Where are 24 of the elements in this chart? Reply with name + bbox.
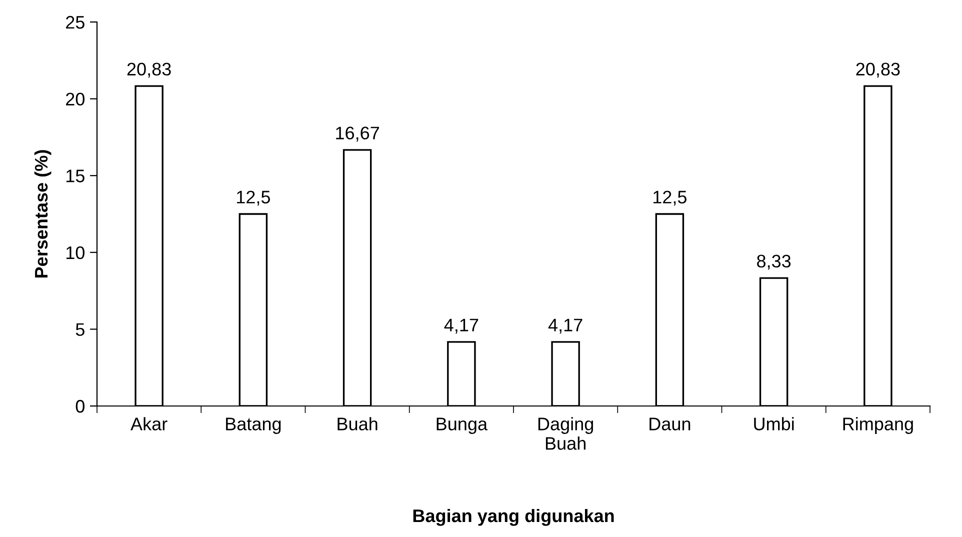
x-tick-label: Daging Buah [538,417,594,450]
x-tick-label: Batang [226,418,281,434]
data-label: 20,83 [127,62,171,78]
y-tick-label: 15 [66,170,84,182]
data-label: 16,67 [336,126,379,142]
y-tick-label: 10 [66,246,84,260]
data-label: 12,5 [653,190,687,206]
x-tick-label: Buah [338,417,378,430]
data-label: 8,33 [757,254,791,270]
y-tick-label: 25 [66,16,84,29]
x-tick-label: Bunga [436,418,488,434]
data-label: 4,17 [444,318,478,334]
y-tick-label: 20 [66,92,84,106]
data-label: 12,5 [236,190,270,206]
x-tick-label: Rimpang [843,417,913,434]
y-axis-title: Persentase (%) [34,150,52,278]
y-tick-label: 5 [76,323,84,336]
x-axis-title: Bagian yang digunakan [413,508,614,526]
x-tick-label: Akar [130,417,168,430]
x-tick-label: Daun [650,418,690,430]
data-label: 4,17 [548,318,582,334]
x-tick-label: Umbi [754,417,794,430]
data-label: 20,83 [856,62,900,78]
y-tick-label: 0 [76,400,84,413]
